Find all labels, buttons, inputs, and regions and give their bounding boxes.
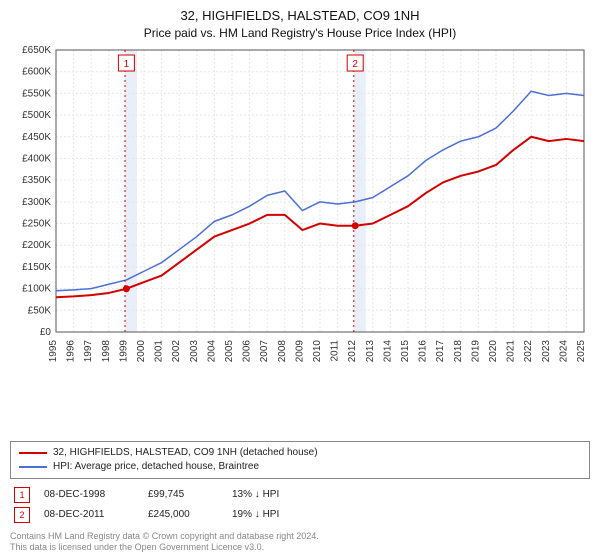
chart-title-line1: 32, HIGHFIELDS, HALSTEAD, CO9 1NH xyxy=(10,8,590,24)
svg-text:£350K: £350K xyxy=(22,175,51,186)
svg-text:1999: 1999 xyxy=(118,340,129,363)
svg-text:2015: 2015 xyxy=(400,340,411,363)
svg-text:£600K: £600K xyxy=(22,67,51,78)
legend-swatch xyxy=(19,452,47,454)
svg-text:2009: 2009 xyxy=(294,340,305,363)
svg-text:1996: 1996 xyxy=(66,340,77,363)
svg-text:£550K: £550K xyxy=(22,89,51,100)
sale-diff: 19% ↓ HPI xyxy=(232,509,322,520)
svg-text:2024: 2024 xyxy=(558,340,569,363)
svg-text:2006: 2006 xyxy=(242,340,253,363)
svg-text:£0: £0 xyxy=(40,327,52,338)
svg-text:2004: 2004 xyxy=(206,340,217,363)
svg-text:2011: 2011 xyxy=(330,340,341,362)
svg-text:1995: 1995 xyxy=(48,340,59,363)
svg-text:£450K: £450K xyxy=(22,132,51,143)
sales-table: 1 08-DEC-1998 £99,745 13% ↓ HPI 2 08-DEC… xyxy=(10,485,590,525)
svg-text:2013: 2013 xyxy=(365,340,376,363)
sale-date: 08-DEC-1998 xyxy=(44,489,134,500)
svg-text:£100K: £100K xyxy=(22,284,51,295)
svg-text:2002: 2002 xyxy=(171,340,182,363)
svg-text:£400K: £400K xyxy=(22,154,51,165)
svg-text:2022: 2022 xyxy=(523,340,534,363)
svg-text:2023: 2023 xyxy=(541,340,552,363)
legend-item: HPI: Average price, detached house, Brai… xyxy=(19,460,581,474)
svg-text:2003: 2003 xyxy=(189,340,200,363)
footnote: Contains HM Land Registry data © Crown c… xyxy=(10,531,590,554)
svg-text:2010: 2010 xyxy=(312,340,323,363)
svg-text:£500K: £500K xyxy=(22,110,51,121)
sales-row: 1 08-DEC-1998 £99,745 13% ↓ HPI xyxy=(10,485,590,505)
svg-text:2012: 2012 xyxy=(347,340,358,363)
svg-text:2000: 2000 xyxy=(136,340,147,363)
svg-text:£300K: £300K xyxy=(22,197,51,208)
legend: 32, HIGHFIELDS, HALSTEAD, CO9 1NH (detac… xyxy=(10,441,590,479)
svg-text:£250K: £250K xyxy=(22,219,51,230)
svg-text:2007: 2007 xyxy=(259,340,270,363)
svg-text:2005: 2005 xyxy=(224,340,235,363)
svg-text:2021: 2021 xyxy=(506,340,517,363)
legend-swatch xyxy=(19,466,47,468)
sale-marker-box: 1 xyxy=(14,487,30,503)
legend-item: 32, HIGHFIELDS, HALSTEAD, CO9 1NH (detac… xyxy=(19,446,581,460)
line-chart: £0 £50K £100K £150K £200K £250K £300K £350K £400… xyxy=(10,46,590,376)
svg-text:2020: 2020 xyxy=(488,340,499,363)
svg-text:2019: 2019 xyxy=(470,340,481,363)
chart-title-line2: Price paid vs. HM Land Registry's House … xyxy=(10,26,590,40)
svg-text:£150K: £150K xyxy=(22,262,51,273)
sale-price: £245,000 xyxy=(148,509,218,520)
svg-text:2016: 2016 xyxy=(418,340,429,363)
svg-text:2001: 2001 xyxy=(154,340,165,363)
legend-label: 32, HIGHFIELDS, HALSTEAD, CO9 1NH (detac… xyxy=(53,446,318,460)
legend-label: HPI: Average price, detached house, Brai… xyxy=(53,460,259,474)
svg-text:2014: 2014 xyxy=(382,340,393,363)
svg-text:£650K: £650K xyxy=(22,46,51,56)
svg-text:1997: 1997 xyxy=(83,340,94,363)
sale-price: £99,745 xyxy=(148,489,218,500)
sale-marker-number: 2 xyxy=(19,510,24,520)
svg-text:£50K: £50K xyxy=(28,306,52,317)
svg-text:2008: 2008 xyxy=(277,340,288,363)
svg-text:2018: 2018 xyxy=(453,340,464,363)
svg-text:£200K: £200K xyxy=(22,240,51,251)
svg-text:2: 2 xyxy=(352,59,358,70)
sale-marker-box: 2 xyxy=(14,507,30,523)
sale-marker-number: 1 xyxy=(19,490,24,500)
svg-text:1: 1 xyxy=(124,59,130,70)
footnote-line: Contains HM Land Registry data © Crown c… xyxy=(10,531,590,543)
sale-date: 08-DEC-2011 xyxy=(44,509,134,520)
chart-area: £0 £50K £100K £150K £200K £250K £300K £350K £400… xyxy=(10,46,590,434)
sales-row: 2 08-DEC-2011 £245,000 19% ↓ HPI xyxy=(10,505,590,525)
sale-diff: 13% ↓ HPI xyxy=(232,489,322,500)
footnote-line: This data is licensed under the Open Gov… xyxy=(10,542,590,554)
svg-text:2025: 2025 xyxy=(576,340,587,363)
svg-text:1998: 1998 xyxy=(101,340,112,363)
svg-text:2017: 2017 xyxy=(435,340,446,363)
